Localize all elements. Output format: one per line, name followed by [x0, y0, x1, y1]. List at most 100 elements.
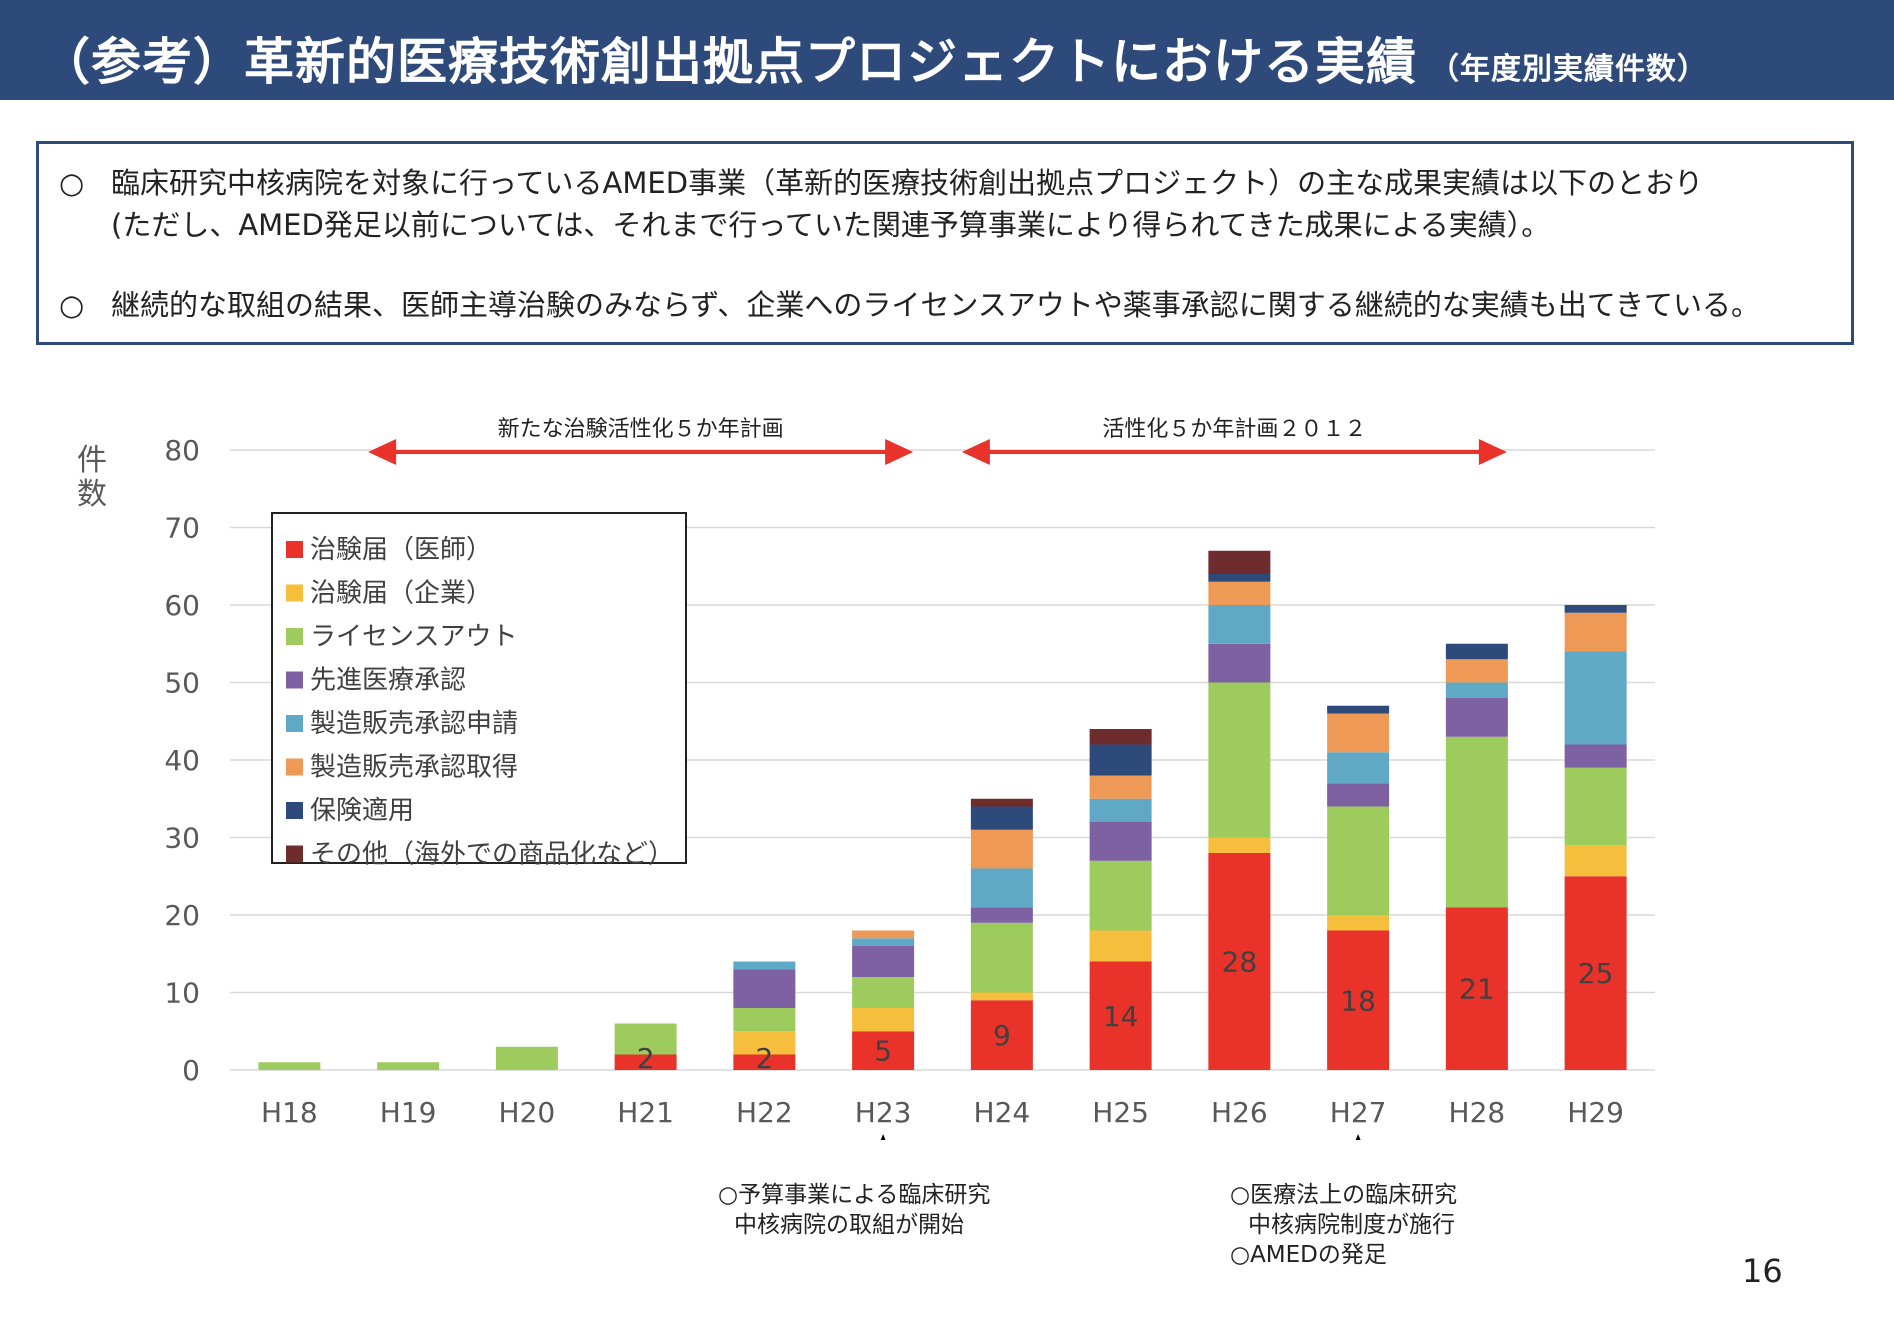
bar-segment-H20-series-2	[495, 1046, 558, 1070]
x-tick-label: H19	[380, 1096, 437, 1129]
bar-segment-H23-series-4	[852, 938, 915, 946]
legend-swatch	[286, 802, 303, 819]
data-label: 28	[1222, 946, 1258, 979]
y-tick-label: 30	[164, 822, 200, 855]
x-tick-label: H28	[1449, 1096, 1506, 1129]
bar-segment-H21-series-0	[614, 1054, 677, 1070]
bar-segment-H29-series-1	[1564, 845, 1627, 877]
y-axis-label-char: 件	[77, 443, 107, 478]
summary-box: ○ 臨床研究中核病院を対象に行っているAMED事業（革新的医療技術創出拠点プロジェ…	[36, 141, 1854, 345]
bar-segment-H26-series-5	[1208, 581, 1271, 605]
bar-segment-H24-series-2	[970, 922, 1033, 993]
data-label: 18	[1340, 984, 1376, 1017]
bar-segment-H22-series-1	[733, 1031, 796, 1055]
data-label: 5	[874, 1035, 892, 1068]
bar-segment-H27-series-0	[1327, 930, 1390, 1070]
x-tick-label: H20	[499, 1096, 556, 1129]
plan-arrow-head-left	[368, 439, 397, 465]
y-tick-label: 80	[164, 434, 200, 467]
stacked-bar-chart: 0 10 20 30 40 50 60 70 80 件数 H18 H19 H20 H21 H22 H23 H24…	[77, 417, 1655, 1140]
legend-swatch	[286, 671, 303, 689]
bar-segment-H19-series-2	[377, 1062, 440, 1070]
x-tick-label: H25	[1092, 1096, 1149, 1129]
legend-box	[271, 512, 687, 864]
bullet-icon: ○	[59, 166, 85, 200]
bar-segment-H24-series-7	[970, 798, 1033, 807]
bar-segment-H24-series-1	[970, 992, 1033, 1001]
bar-segment-H24-series-0	[970, 1000, 1033, 1070]
bar-segment-H23-series-1	[852, 1008, 915, 1032]
plan-arrow-head-right	[1478, 439, 1507, 465]
y-tick-label: 60	[164, 589, 200, 622]
event-note-h27-line-3: ○AMEDの発足	[1230, 1242, 1387, 1268]
bar-segment-H24-series-5	[970, 829, 1033, 869]
legend-swatch	[286, 628, 303, 645]
y-axis-label-char: 数	[77, 477, 107, 512]
bar-segment-H25-series-7	[1089, 729, 1152, 745]
bar-segment-H21-series-2	[614, 1023, 677, 1055]
y-tick-label: 0	[182, 1054, 200, 1087]
event-note-h27: ○医療法上の臨床研究 中核病院制度が施行 ○AMEDの発足	[1230, 1180, 1457, 1270]
bar-segment-H26-series-6	[1208, 574, 1271, 582]
bar-segment-H22-series-3	[733, 969, 796, 1008]
bar-segment-H24-series-4	[970, 868, 1033, 908]
y-tick-label: 40	[164, 744, 200, 777]
bar-segment-H23-series-3	[852, 946, 915, 977]
plan-label-2: 活性化５か年計画２０１２	[1102, 417, 1366, 442]
bar-segment-H22-series-0	[733, 1054, 796, 1070]
bar-segment-H26-series-4	[1208, 605, 1271, 644]
page-subtitle: （年度別実績件数）	[1429, 52, 1708, 87]
bar-segment-H24-series-6	[970, 806, 1033, 830]
bar-segment-H18-series-2	[258, 1062, 321, 1070]
bar-segment-H22-series-4	[733, 961, 796, 970]
data-label: 14	[1103, 1000, 1139, 1033]
plan-arrow-head-right	[885, 439, 914, 465]
plan-label-1: 新たな治験活性化５か年計画	[498, 417, 784, 442]
bar-segment-H25-series-5	[1089, 775, 1152, 799]
bar-segment-H23-series-0	[852, 1031, 915, 1070]
bar-segment-H29-series-5	[1564, 612, 1627, 652]
event-note-h23: ○予算事業による臨床研究 中核病院の取組が開始	[718, 1180, 990, 1240]
page-title: （参考）革新的医療技術創出拠点プロジェクトにおける実績 （年度別実績件数）	[40, 22, 1708, 94]
bar-segment-H22-series-2	[733, 1008, 796, 1032]
y-tick-label: 10	[164, 977, 200, 1010]
bar-segment-H27-series-1	[1327, 915, 1390, 931]
summary-item-1-line-2: (ただし、AMED発足以前については、それまで行っていた関連予算事業により得られ…	[111, 208, 1551, 242]
bar-segment-H26-series-3	[1208, 643, 1271, 683]
bar-segment-H25-series-0	[1089, 961, 1152, 1070]
bar-segment-H26-series-1	[1208, 837, 1271, 853]
bar-segment-H28-series-0	[1445, 907, 1508, 1070]
bar-segment-H26-series-2	[1208, 682, 1271, 838]
bar-segment-H24-series-3	[970, 907, 1033, 923]
legend-label: 製造販売承認申請	[310, 709, 518, 739]
bar-segment-H29-series-4	[1564, 651, 1627, 745]
title-bar: （参考）革新的医療技術創出拠点プロジェクトにおける実績 （年度別実績件数）	[0, 0, 1894, 100]
bar-segment-H28-series-3	[1445, 698, 1508, 737]
event-note-h27-line-1: ○医療法上の臨床研究	[1230, 1182, 1458, 1208]
data-label: 25	[1578, 957, 1614, 990]
bar-segment-H25-series-3	[1089, 822, 1152, 861]
x-tick-label: H27	[1330, 1096, 1387, 1129]
y-tick-label: 50	[164, 667, 200, 700]
event-marker-icon	[1355, 1134, 1361, 1140]
x-tick-label: H29	[1567, 1096, 1624, 1129]
legend-swatch	[286, 845, 303, 863]
bar-segment-H29-series-0	[1564, 876, 1627, 1070]
x-tick-label: H18	[261, 1096, 318, 1129]
bar-segment-H23-series-2	[852, 977, 915, 1008]
event-note-h23-line-1: ○予算事業による臨床研究	[718, 1182, 991, 1208]
bar-segment-H29-series-6	[1564, 605, 1627, 613]
legend-label: ライセンスアウト	[310, 622, 517, 652]
summary-item-1: ○ 臨床研究中核病院を対象に行っているAMED事業（革新的医療技術創出拠点プロジェ…	[59, 162, 1703, 246]
legend-label: 先進医療承認	[310, 666, 466, 696]
y-tick-label: 20	[164, 899, 200, 932]
summary-item-2-text: 継続的な取組の結果、医師主導治験のみならず、企業へのライセンスアウトや薬事承認に…	[111, 288, 1760, 322]
bar-segment-H27-series-2	[1327, 806, 1390, 915]
page-number: 16	[1742, 1252, 1783, 1290]
legend-label: 保険適用	[310, 796, 414, 826]
event-note-h27-line-2: 中核病院制度が施行	[1248, 1212, 1455, 1238]
data-label: 9	[993, 1019, 1011, 1052]
x-tick-label: H21	[617, 1096, 674, 1129]
legend-label: 治験届（医師）	[310, 535, 492, 565]
bar-segment-H25-series-1	[1089, 930, 1152, 962]
